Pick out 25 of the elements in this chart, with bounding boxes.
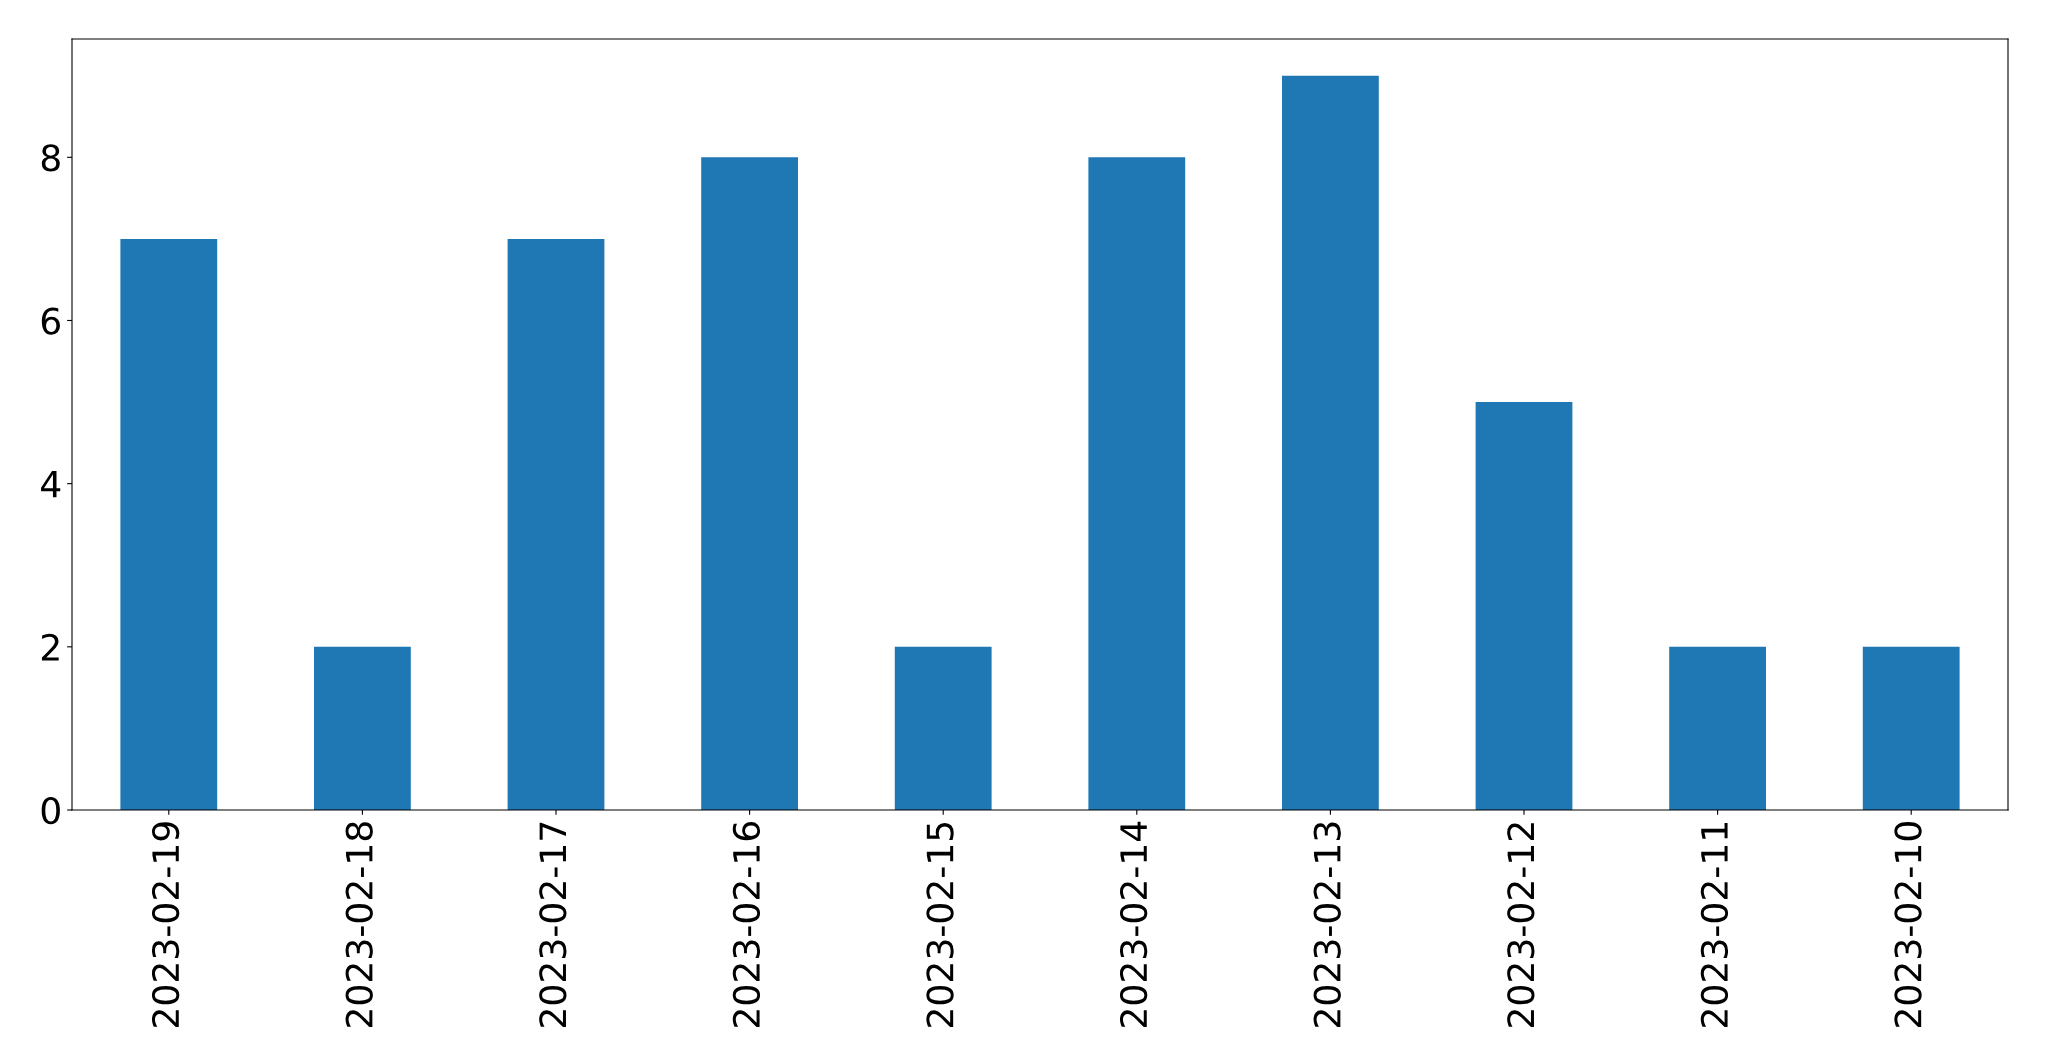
y-tick-label: 6 bbox=[41, 307, 60, 335]
bar bbox=[1862, 646, 1960, 810]
x-tick-label: 2023-02-16 bbox=[732, 822, 761, 1027]
bar bbox=[1282, 75, 1379, 810]
y-tick-label: 0 bbox=[41, 796, 60, 825]
bar bbox=[314, 646, 411, 810]
x-tick-label: 2023-02-13 bbox=[1313, 822, 1341, 1027]
x-tick-label: 2023-02-17 bbox=[539, 822, 567, 1027]
bar bbox=[120, 238, 218, 810]
x-tick-label: 2023-02-18 bbox=[345, 822, 373, 1027]
y-tick-label: 8 bbox=[41, 144, 60, 172]
bar bbox=[507, 238, 605, 810]
bar bbox=[1088, 157, 1186, 810]
x-tick-label: 2023-02-19 bbox=[151, 822, 180, 1027]
x-tick-label: 2023-02-10 bbox=[1894, 822, 1922, 1027]
x-tick-label: 2023-02-15 bbox=[926, 822, 954, 1027]
y-tick-label: 2 bbox=[41, 633, 59, 661]
bar bbox=[1669, 646, 1766, 810]
x-tick-label: 2023-02-11 bbox=[1700, 823, 1729, 1027]
y-tick-label: 4 bbox=[41, 471, 61, 498]
bar bbox=[701, 157, 798, 810]
x-tick-label: 2023-02-12 bbox=[1507, 823, 1535, 1027]
bar bbox=[1475, 402, 1573, 810]
bar bbox=[894, 646, 992, 810]
x-tick-label: 2023-02-14 bbox=[1119, 821, 1148, 1027]
